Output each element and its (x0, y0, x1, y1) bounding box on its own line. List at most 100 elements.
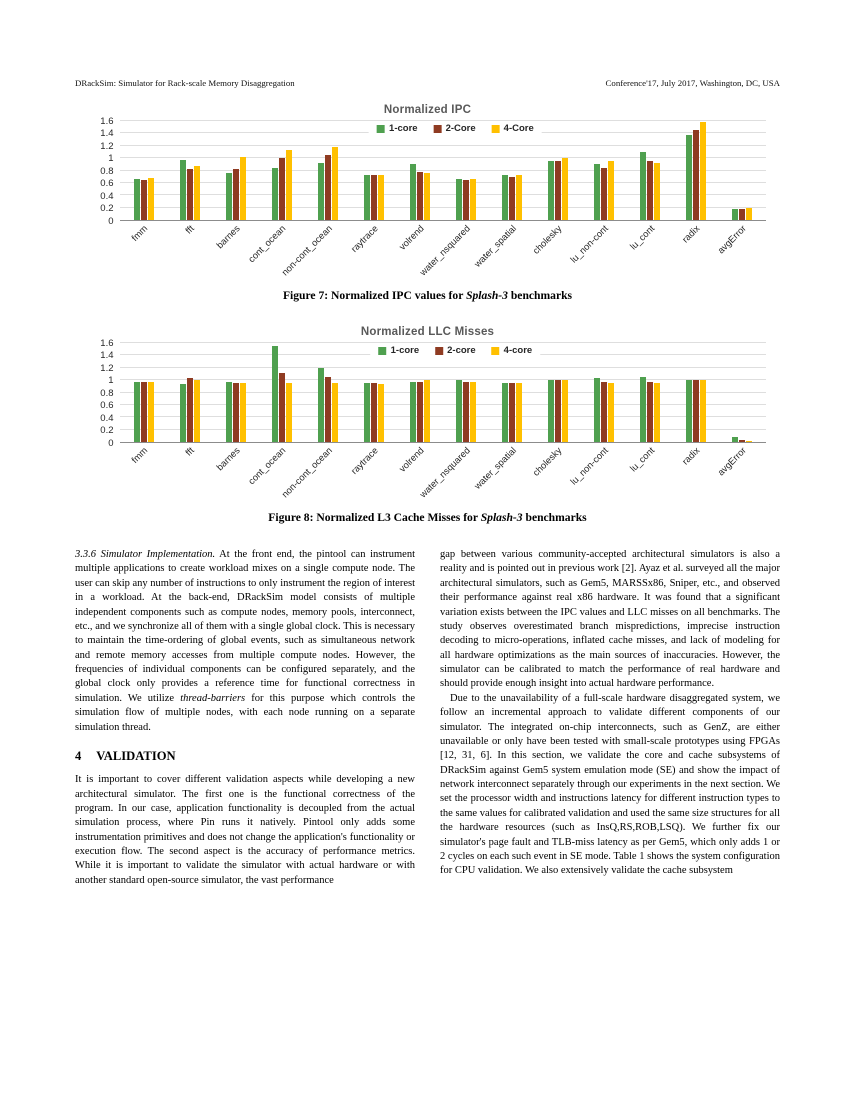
header-left-title: DRackSim: Simulator for Rack-scale Memor… (75, 78, 295, 88)
bar-group: cont_ocean (247, 343, 292, 486)
y-tick-label: 0.8 (100, 165, 114, 177)
bar-4-Core (377, 175, 384, 220)
bar-2-Core (416, 171, 423, 220)
bar-2-core (646, 381, 653, 442)
bar-2-Core (324, 155, 331, 220)
plot-area: 1-core 2-Core 4-Core fmm fft barnes cont_ocea… (119, 120, 766, 278)
bar-group: lu_non-cont (568, 343, 614, 487)
bar-2-Core (462, 180, 469, 220)
bar-1-core (455, 380, 462, 442)
bar-4-core (561, 380, 568, 442)
bar-2-core (416, 381, 423, 442)
bar-2-core (324, 377, 331, 442)
bar-2-core (370, 383, 377, 442)
bar-2-core (508, 383, 515, 442)
bar-1-core (593, 378, 600, 442)
y-tick-label: 1.4 (100, 349, 114, 361)
bar-1-core (133, 179, 140, 220)
bar-1-core (639, 151, 646, 220)
gridline (119, 403, 766, 405)
bar-2-Core (278, 158, 285, 220)
y-tick-label: 1.2 (100, 362, 114, 374)
legend-label: 1-core (389, 123, 418, 134)
bar-group: cholesky (531, 121, 568, 256)
bar-group: raytrace (349, 343, 384, 476)
bar-4-core (193, 380, 200, 442)
gridline (119, 169, 766, 171)
bar-2-core (278, 372, 285, 442)
emphasized-term: thread-barriers (180, 692, 246, 704)
paragraph-incremental-validation: Due to the unavailability of a full-scal… (440, 692, 780, 877)
caption-text: benchmarks (507, 289, 573, 302)
paragraph-text: At the front end, the pintool can instru… (75, 549, 415, 704)
y-tick-label: 0 (108, 215, 114, 227)
plot-row: 0 0.2 0.4 0.6 0.8 1 1.2 1.4 1.6 1-core 2-Core 4-Co… (90, 116, 766, 278)
bar-group: avgError (716, 121, 752, 256)
paragraph-simulator-gap: gap between various community-accepted a… (440, 549, 780, 690)
figure7-caption: Figure 7: Normalized IPC values for Spla… (75, 289, 780, 302)
bar-4-Core (423, 172, 430, 220)
bar-1-core (179, 384, 186, 442)
y-tick-label: 1.6 (100, 115, 114, 127)
bar-1-core (731, 437, 738, 442)
section-heading-validation: 4 VALIDATION (75, 748, 415, 765)
right-column: gap between various community-accepted a… (440, 548, 780, 888)
bar-2-Core (508, 176, 515, 220)
bar-4-Core (469, 179, 476, 220)
y-tick-label: 0.4 (100, 412, 114, 424)
bar-groups: fmm fft barnes cont_ocean non-cont_ocean rayt… (120, 343, 766, 500)
bar-group: radix (681, 343, 706, 467)
legend-swatch (435, 347, 444, 356)
caption-italic: Splash-3 (466, 289, 508, 302)
bar-2-Core (370, 175, 377, 220)
bar-1-core (593, 164, 600, 220)
bar-4-Core (193, 166, 200, 220)
y-tick-label: 0.4 (100, 190, 114, 202)
gridline (119, 194, 766, 196)
bar-4-core (469, 381, 476, 442)
chart-title: Normalized IPC (383, 104, 472, 116)
bar-1-core (271, 346, 278, 442)
legend-swatch (377, 125, 386, 134)
legend-swatch (433, 125, 442, 134)
paragraph-text: for this purpose which controls the simu… (75, 692, 415, 733)
bar-group: lu_cont (628, 343, 660, 474)
subsection-heading-inline: 3.3.6 Simulator Implementation. (75, 549, 216, 560)
bar-2-Core (554, 161, 561, 220)
section-number: 4 (75, 748, 82, 763)
bar-1-core (685, 134, 692, 220)
bar-group: radix (681, 121, 706, 245)
section-title: VALIDATION (96, 748, 176, 763)
legend-label: 4-core (503, 345, 533, 356)
bar-group: lu_non-cont (568, 121, 614, 265)
bar-4-Core (699, 122, 706, 220)
bar-1-core (731, 208, 738, 220)
bar-4-Core (515, 175, 522, 220)
y-tick-label: 1.2 (100, 140, 114, 152)
gridline (119, 157, 766, 159)
plot-row: 0 0.2 0.4 0.6 0.8 1 1.2 1.4 1.6 1-core 2-core 4-co… (90, 338, 766, 500)
caption-italic: Splash-3 (480, 511, 523, 524)
bar-group: non-cont_ocean (280, 121, 338, 278)
legend-item: 2-core (435, 345, 476, 356)
bar-4-core (423, 380, 430, 442)
bar-2-core (186, 378, 193, 442)
bar-group: water_nsquared (418, 121, 476, 278)
bar-2-core (232, 383, 239, 442)
paragraph-simulator-implementation: 3.3.6 Simulator Implementation. At the f… (75, 548, 415, 735)
y-tick-label: 1 (108, 152, 114, 164)
bar-1-core (363, 174, 370, 220)
normalized-llc-misses-chart: Normalized LLC Misses 0 0.2 0.4 0.6 0.8 1 1.2 1… (90, 326, 766, 505)
y-tick-label: 1 (108, 374, 114, 386)
y-tick-label: 0 (108, 437, 114, 449)
caption-text: Figure 7: Normalized IPC values for (282, 289, 467, 302)
bar-2-Core (646, 161, 653, 220)
bar-2-Core (600, 168, 607, 220)
bar-group: water_nsquared (418, 343, 476, 500)
y-tick-label: 0.2 (100, 424, 114, 436)
figure8-caption: Figure 8: Normalized L3 Cache Misses for… (75, 511, 780, 524)
y-axis: 0 0.2 0.4 0.6 0.8 1 1.2 1.4 1.6 (90, 338, 120, 447)
bar-group: non-cont_ocean (280, 343, 338, 500)
bar-2-Core (692, 130, 699, 220)
